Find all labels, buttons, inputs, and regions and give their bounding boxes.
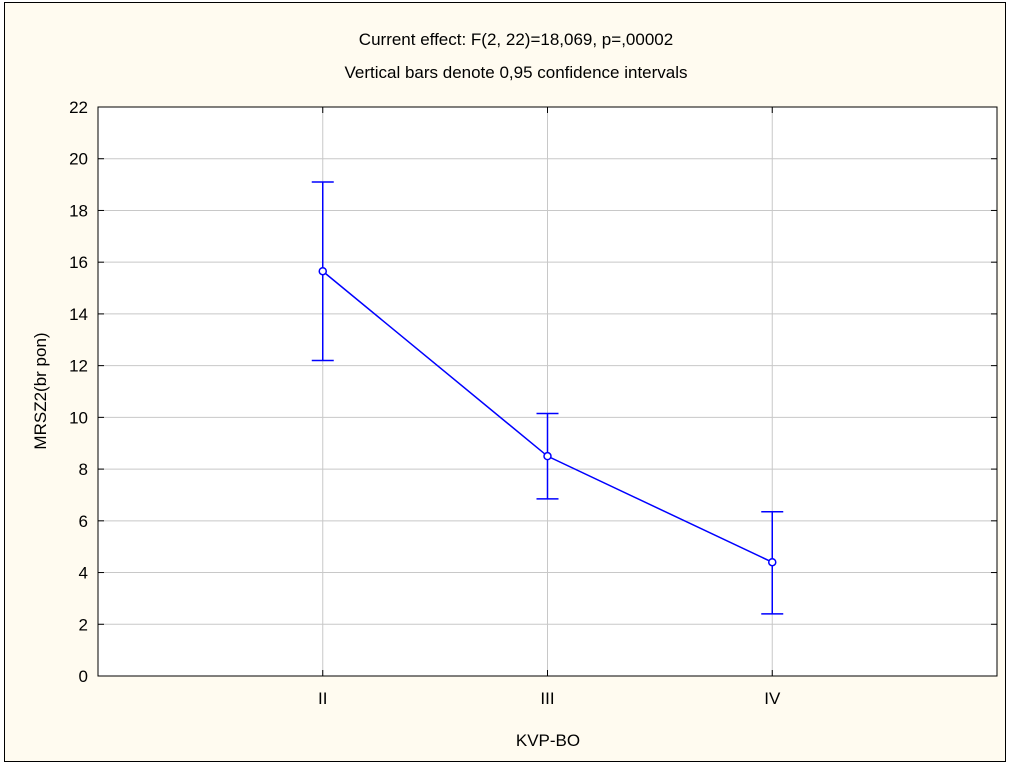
y-tick-label: 18	[69, 201, 88, 220]
y-tick-label: 12	[69, 357, 88, 376]
plot-border	[97, 106, 998, 677]
y-tick-label: 4	[79, 564, 88, 583]
y-tick-label: 22	[69, 98, 88, 117]
y-tick-label: 10	[69, 408, 88, 427]
y-tick-label: 6	[79, 512, 88, 531]
x-tick-label: II	[318, 689, 327, 708]
data-point	[768, 557, 777, 567]
y-tick-label: 2	[79, 615, 88, 634]
chart-title: Current effect: F(2, 22)=18,069, p=,0000…	[359, 30, 673, 49]
chart-subtitle: Vertical bars denote 0,95 confidence int…	[344, 63, 687, 82]
y-tick-label: 16	[69, 253, 88, 272]
x-axis-label: KVP-BO	[516, 731, 580, 750]
data-point	[318, 266, 327, 276]
x-tick-label: IV	[764, 689, 781, 708]
y-tick-label: 14	[69, 305, 88, 324]
y-tick-label: 0	[79, 667, 88, 686]
x-tick-label: III	[540, 689, 554, 708]
y-tick-label: 20	[69, 150, 88, 169]
y-tick-label: 8	[79, 460, 88, 479]
data-point	[543, 451, 552, 461]
y-axis-label: MRSZ2(br pon)	[31, 332, 50, 449]
